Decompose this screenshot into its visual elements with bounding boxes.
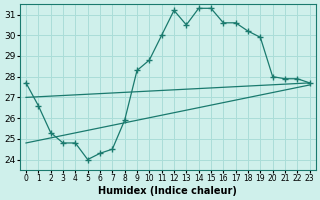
X-axis label: Humidex (Indice chaleur): Humidex (Indice chaleur) <box>98 186 237 196</box>
